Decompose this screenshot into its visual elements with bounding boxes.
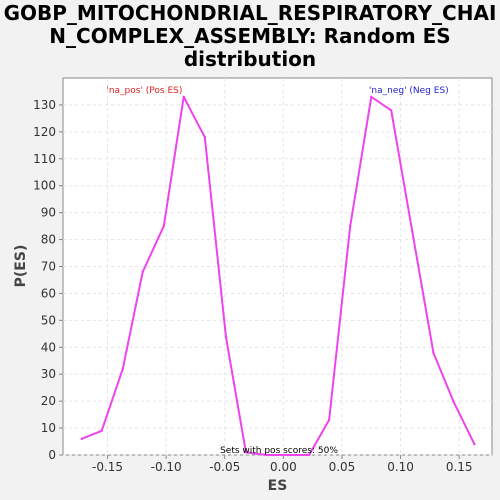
y-tick-label: 10 xyxy=(41,421,56,435)
grid-lines xyxy=(63,78,492,456)
data-point xyxy=(452,399,455,403)
chart-title: GOBP_MITOCHONDRIAL_RESPIRATORY_CHAI N_CO… xyxy=(0,2,500,71)
y-tick-label: 20 xyxy=(41,394,56,408)
data-point xyxy=(244,451,248,454)
y-tick-label: 60 xyxy=(41,286,56,300)
y-tick-label: 50 xyxy=(41,313,56,327)
data-point xyxy=(203,136,207,139)
data-point xyxy=(141,270,144,274)
y-tick-label: 40 xyxy=(41,340,56,354)
y-tick-label: 0 xyxy=(48,448,56,462)
y-tick-label: 90 xyxy=(41,206,56,220)
data-point xyxy=(327,418,331,422)
data-point xyxy=(307,453,311,457)
x-tick-label: 0.10 xyxy=(387,460,414,474)
data-point xyxy=(100,429,103,432)
x-tick-label: 0.05 xyxy=(329,460,356,474)
data-point xyxy=(162,224,166,228)
data-point xyxy=(80,437,83,441)
data-point xyxy=(286,453,290,457)
series-group xyxy=(81,95,476,456)
y-tick-label: 70 xyxy=(41,260,56,274)
x-tick-label: -0.05 xyxy=(209,460,240,474)
data-point xyxy=(348,224,352,228)
data-point xyxy=(265,453,269,457)
data-point xyxy=(224,335,228,338)
series-line xyxy=(81,95,476,456)
y-tick-label: 110 xyxy=(33,152,56,166)
chart-title-line-3: distribution xyxy=(183,47,317,71)
chart-title-line-2: N_COMPLEX_ASSEMBLY: Random ES xyxy=(49,24,451,48)
data-point xyxy=(411,230,414,233)
data-point xyxy=(473,443,476,446)
x-tick-label: -0.10 xyxy=(151,460,182,474)
data-point xyxy=(182,95,185,99)
y-tick-label: 120 xyxy=(33,125,56,139)
y-tick-label: 30 xyxy=(41,367,56,381)
x-tick-label: 0.15 xyxy=(446,460,473,474)
chart-annotation: 'na_pos' (Pos ES) xyxy=(106,86,182,96)
y-axis-ticks: 0 10 20 30 40 50 60 70 80 90 100 110 120 130 xyxy=(33,98,63,462)
plot-area xyxy=(62,77,493,456)
chart-annotation: 'na_neg' (Neg ES) xyxy=(369,86,449,96)
y-tick-label: 130 xyxy=(33,98,56,112)
chart-title-line-1: GOBP_MITOCHONDRIAL_RESPIRATORY_CHAI xyxy=(3,1,497,25)
data-points xyxy=(80,95,476,457)
y-axis-label: P(ES) xyxy=(13,245,29,288)
chart-annotation: Sets with pos scores: 50% xyxy=(220,446,338,456)
data-point xyxy=(389,109,393,112)
x-axis-ticks: -0.15 -0.10 -0.05 0.00 0.05 0.10 0.15 xyxy=(92,455,473,474)
data-point xyxy=(121,367,124,371)
data-point xyxy=(370,95,373,99)
y-tick-label: 100 xyxy=(33,179,56,193)
y-tick-label: 80 xyxy=(41,233,56,247)
x-tick-label: 0.00 xyxy=(270,460,297,474)
x-axis-label: ES xyxy=(268,478,288,494)
data-point xyxy=(432,351,435,354)
annotations: 'na_pos' (Pos ES) 'na_neg' (Neg ES) Sets w… xyxy=(106,86,448,456)
x-tick-label: -0.15 xyxy=(92,460,123,474)
